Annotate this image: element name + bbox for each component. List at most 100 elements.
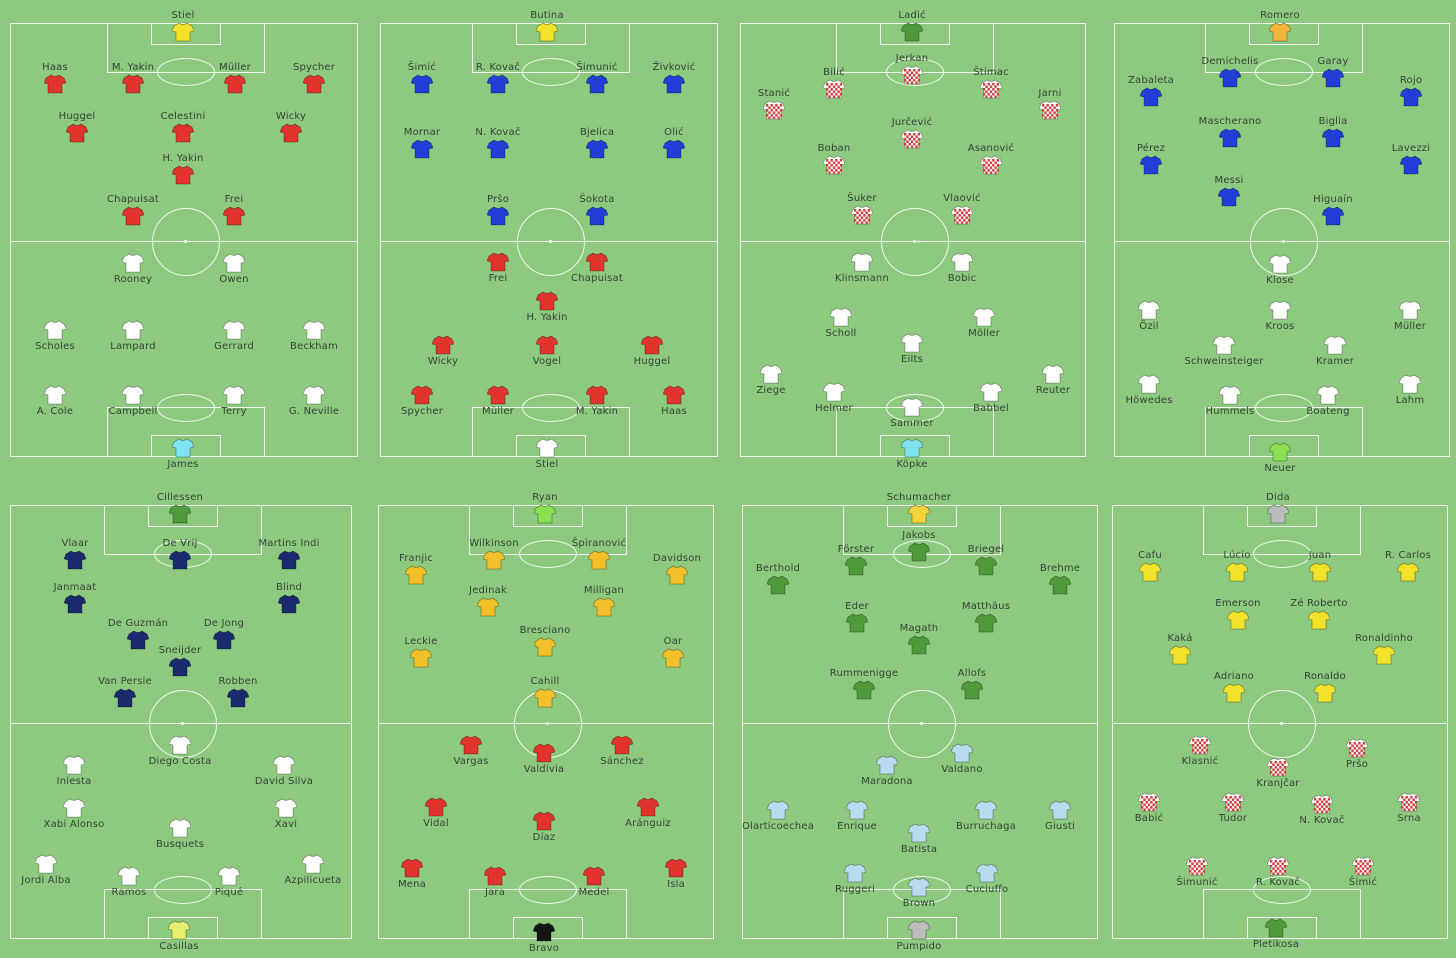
player-name: Eilts (900, 354, 923, 365)
penalty-arc-top (886, 58, 944, 86)
shirt-icon (851, 205, 873, 225)
shirt-icon (1311, 794, 1333, 814)
player-marker: Šimić (1323, 856, 1403, 888)
shirt-icon (908, 920, 930, 940)
player-marker: Haas (634, 385, 714, 417)
player-marker: Höwedes (1109, 374, 1189, 406)
shirt-icon (218, 866, 240, 886)
shirt-icon (1309, 562, 1331, 582)
shirt-icon (583, 866, 605, 886)
shirt-icon (533, 922, 555, 942)
shirt-icon (1169, 645, 1191, 665)
shirt-icon (844, 863, 866, 883)
shirt-icon (1138, 792, 1160, 812)
shirt-icon (460, 735, 482, 755)
player-name: Beckham (290, 341, 338, 352)
player-name: Šimunić (1176, 877, 1218, 888)
shirt-icon (114, 688, 136, 708)
center-spot (913, 240, 916, 243)
player-name: Schumacher (886, 492, 952, 503)
shirt-icon (1324, 335, 1346, 355)
player-marker: Wicky (403, 335, 483, 367)
player-name: Lampard (110, 341, 156, 352)
player-name: Štimac (973, 67, 1009, 78)
player-marker: Bravo (504, 922, 584, 954)
shirt-icon (586, 206, 608, 226)
player-name: Bravo (528, 943, 560, 954)
player-marker: Šokota (557, 194, 637, 226)
shirt-icon (846, 800, 868, 820)
shirt-icon (432, 335, 454, 355)
penalty-arc-bottom (519, 876, 577, 904)
player-name: Sánchez (600, 756, 644, 767)
shirt-icon (823, 382, 845, 402)
shirt-icon (1322, 68, 1344, 88)
player-name: Spycher (400, 406, 444, 417)
shirt-icon (273, 755, 295, 775)
player-name: Batista (900, 844, 938, 855)
player-marker: G. Neville (274, 385, 354, 417)
player-marker: Martins Indi (249, 538, 329, 570)
player-name: Matthäus (961, 601, 1011, 612)
player-name: Allofs (957, 668, 987, 679)
player-name: Xabi Alonso (43, 819, 105, 830)
player-name: Dida (1266, 492, 1290, 503)
player-marker: Tudor (1193, 792, 1273, 824)
player-marker: Gerrard (194, 320, 274, 352)
shirt-icon (1322, 128, 1344, 148)
player-marker: Scholl (801, 307, 881, 339)
player-marker: De Jong (184, 618, 264, 650)
shirt-icon (975, 556, 997, 576)
penalty-arc-bottom (522, 394, 580, 422)
penalty-arc-top (1255, 58, 1313, 86)
player-name: Medel (578, 887, 610, 898)
center-spot (1280, 722, 1283, 725)
shirt-icon (169, 818, 191, 838)
shirt-icon (63, 755, 85, 775)
player-name: Kramer (1315, 356, 1354, 367)
shirt-icon (1267, 504, 1289, 524)
shirt-icon (1400, 155, 1422, 175)
player-name: Stanić (757, 88, 791, 99)
shirt-icon (533, 743, 555, 763)
shirt-icon (484, 866, 506, 886)
player-marker: Vidal (396, 797, 476, 829)
player-marker: Adriano (1194, 671, 1274, 703)
player-name: Piqué (214, 887, 244, 898)
player-name: Šimić (1348, 877, 1378, 888)
player-name: Cuciuffo (965, 884, 1009, 895)
shirt-icon (908, 823, 930, 843)
player-marker: Burruchaga (946, 800, 1026, 832)
player-name: Burruchaga (955, 821, 1017, 832)
shirt-icon (611, 735, 633, 755)
player-marker: Oar (633, 636, 713, 668)
shirt-icon (1219, 68, 1241, 88)
goal-area-top (148, 505, 218, 527)
player-marker: Emerson (1198, 598, 1278, 630)
player-marker: Leckie (381, 636, 461, 668)
player-name: Butina (530, 10, 564, 21)
player-marker: M. Yakin (93, 62, 173, 94)
player-marker: Schumacher (879, 492, 959, 524)
player-marker: Zé Roberto (1279, 598, 1359, 630)
player-name: Jurčević (891, 117, 933, 128)
player-name: Jordi Alba (21, 875, 71, 886)
player-marker: Boban (794, 143, 874, 175)
shirt-icon (1400, 87, 1422, 107)
player-marker: Müller (195, 62, 275, 94)
shirt-icon (973, 307, 995, 327)
player-name: Boban (817, 143, 851, 154)
player-marker: Špiranović (559, 538, 639, 570)
player-marker: A. Cole (15, 385, 95, 417)
shirt-icon (961, 680, 983, 700)
player-marker: Brehme (1020, 563, 1100, 595)
player-marker: Ronaldo (1285, 671, 1365, 703)
shirt-icon (275, 798, 297, 818)
player-name: Scholl (825, 328, 857, 339)
player-marker: Batista (879, 823, 959, 855)
shirt-icon (1223, 683, 1245, 703)
player-name: Ladić (898, 10, 926, 21)
player-name: Zabaleta (1127, 75, 1175, 86)
player-name: Blind (275, 582, 303, 593)
center-circle (888, 690, 956, 758)
